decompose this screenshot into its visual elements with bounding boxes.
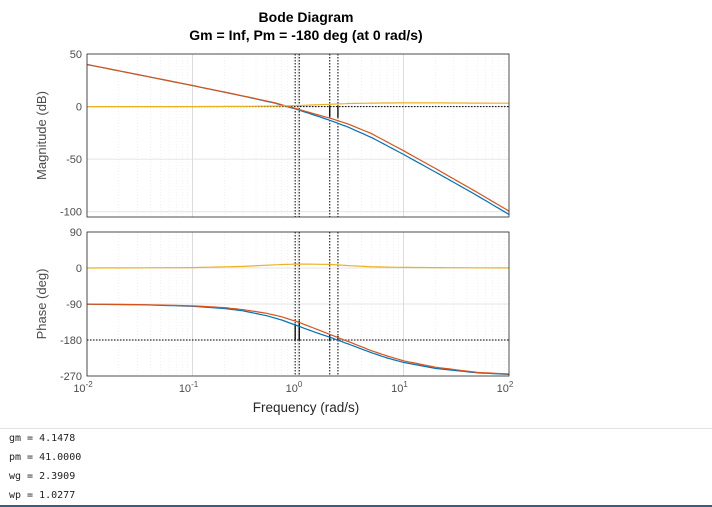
phase-grid (86, 231, 509, 377)
x-tick-label: 101 (391, 380, 408, 395)
chart-title: Bode Diagram (259, 9, 354, 25)
chart-subtitle: Gm = Inf, Pm = -180 deg (at 0 rad/s) (189, 27, 422, 43)
mag-y-tick-label: -50 (66, 154, 82, 166)
mag-y-tick-label: -100 (60, 207, 82, 219)
mag-series-yellow (87, 102, 509, 108)
mag-series-red (86, 63, 510, 212)
console-line-wp: wp = 1.0277 (9, 490, 76, 501)
x-axis-label: Frequency (rad/s) (253, 400, 360, 415)
bode-diagram: Bode Diagram Gm = Inf, Pm = -180 deg (at… (34, 9, 514, 415)
ph-y-tick-label: 0 (76, 263, 82, 275)
console-line-gm: gm = 4.1478 (9, 433, 76, 444)
ph-y-tick-label: -90 (66, 299, 82, 311)
magnitude-grid (86, 53, 509, 217)
phase-series (86, 263, 510, 375)
magnitude-series (86, 63, 510, 216)
ph-series-yellow (86, 263, 509, 269)
magnitude-axes-frame (86, 53, 510, 218)
mag-y-tick-label: 50 (70, 49, 82, 61)
x-tick-labels: 10-2 10-1 100 101 102 (73, 380, 514, 395)
phase-y-label: Phase (deg) (34, 269, 49, 340)
phase-y-tick-labels: 90 0 -90 -180 -270 (60, 227, 82, 383)
console-line-wg: wg = 2.3909 (9, 471, 76, 482)
figure-area: Bode Diagram Gm = Inf, Pm = -180 deg (at… (0, 9, 712, 429)
x-tick-label: 102 (497, 380, 514, 395)
ph-y-tick-label: 90 (70, 227, 82, 239)
mag-y-tick-label: 0 (76, 102, 82, 114)
console-line-pm: pm = 41.0000 (9, 452, 82, 463)
phase-margin-markers (87, 232, 509, 376)
x-tick-label: 100 (286, 380, 303, 395)
ph-series-red (86, 303, 510, 375)
ph-series-blue (86, 303, 510, 375)
x-tick-label: 10-1 (179, 380, 199, 395)
ph-y-tick-label: -180 (60, 335, 82, 347)
window-bottom-border (0, 505, 712, 507)
magnitude-y-tick-labels: 50 0 -50 -100 (60, 49, 82, 219)
ph-y-tick-label: -270 (60, 371, 82, 383)
x-tick-label: 10-2 (73, 380, 93, 395)
command-window-output: gm = 4.1478 pm = 41.0000 wg = 2.3909 wp … (0, 429, 712, 505)
magnitude-y-label: Magnitude (dB) (34, 91, 49, 180)
phase-axes-frame (86, 231, 510, 377)
